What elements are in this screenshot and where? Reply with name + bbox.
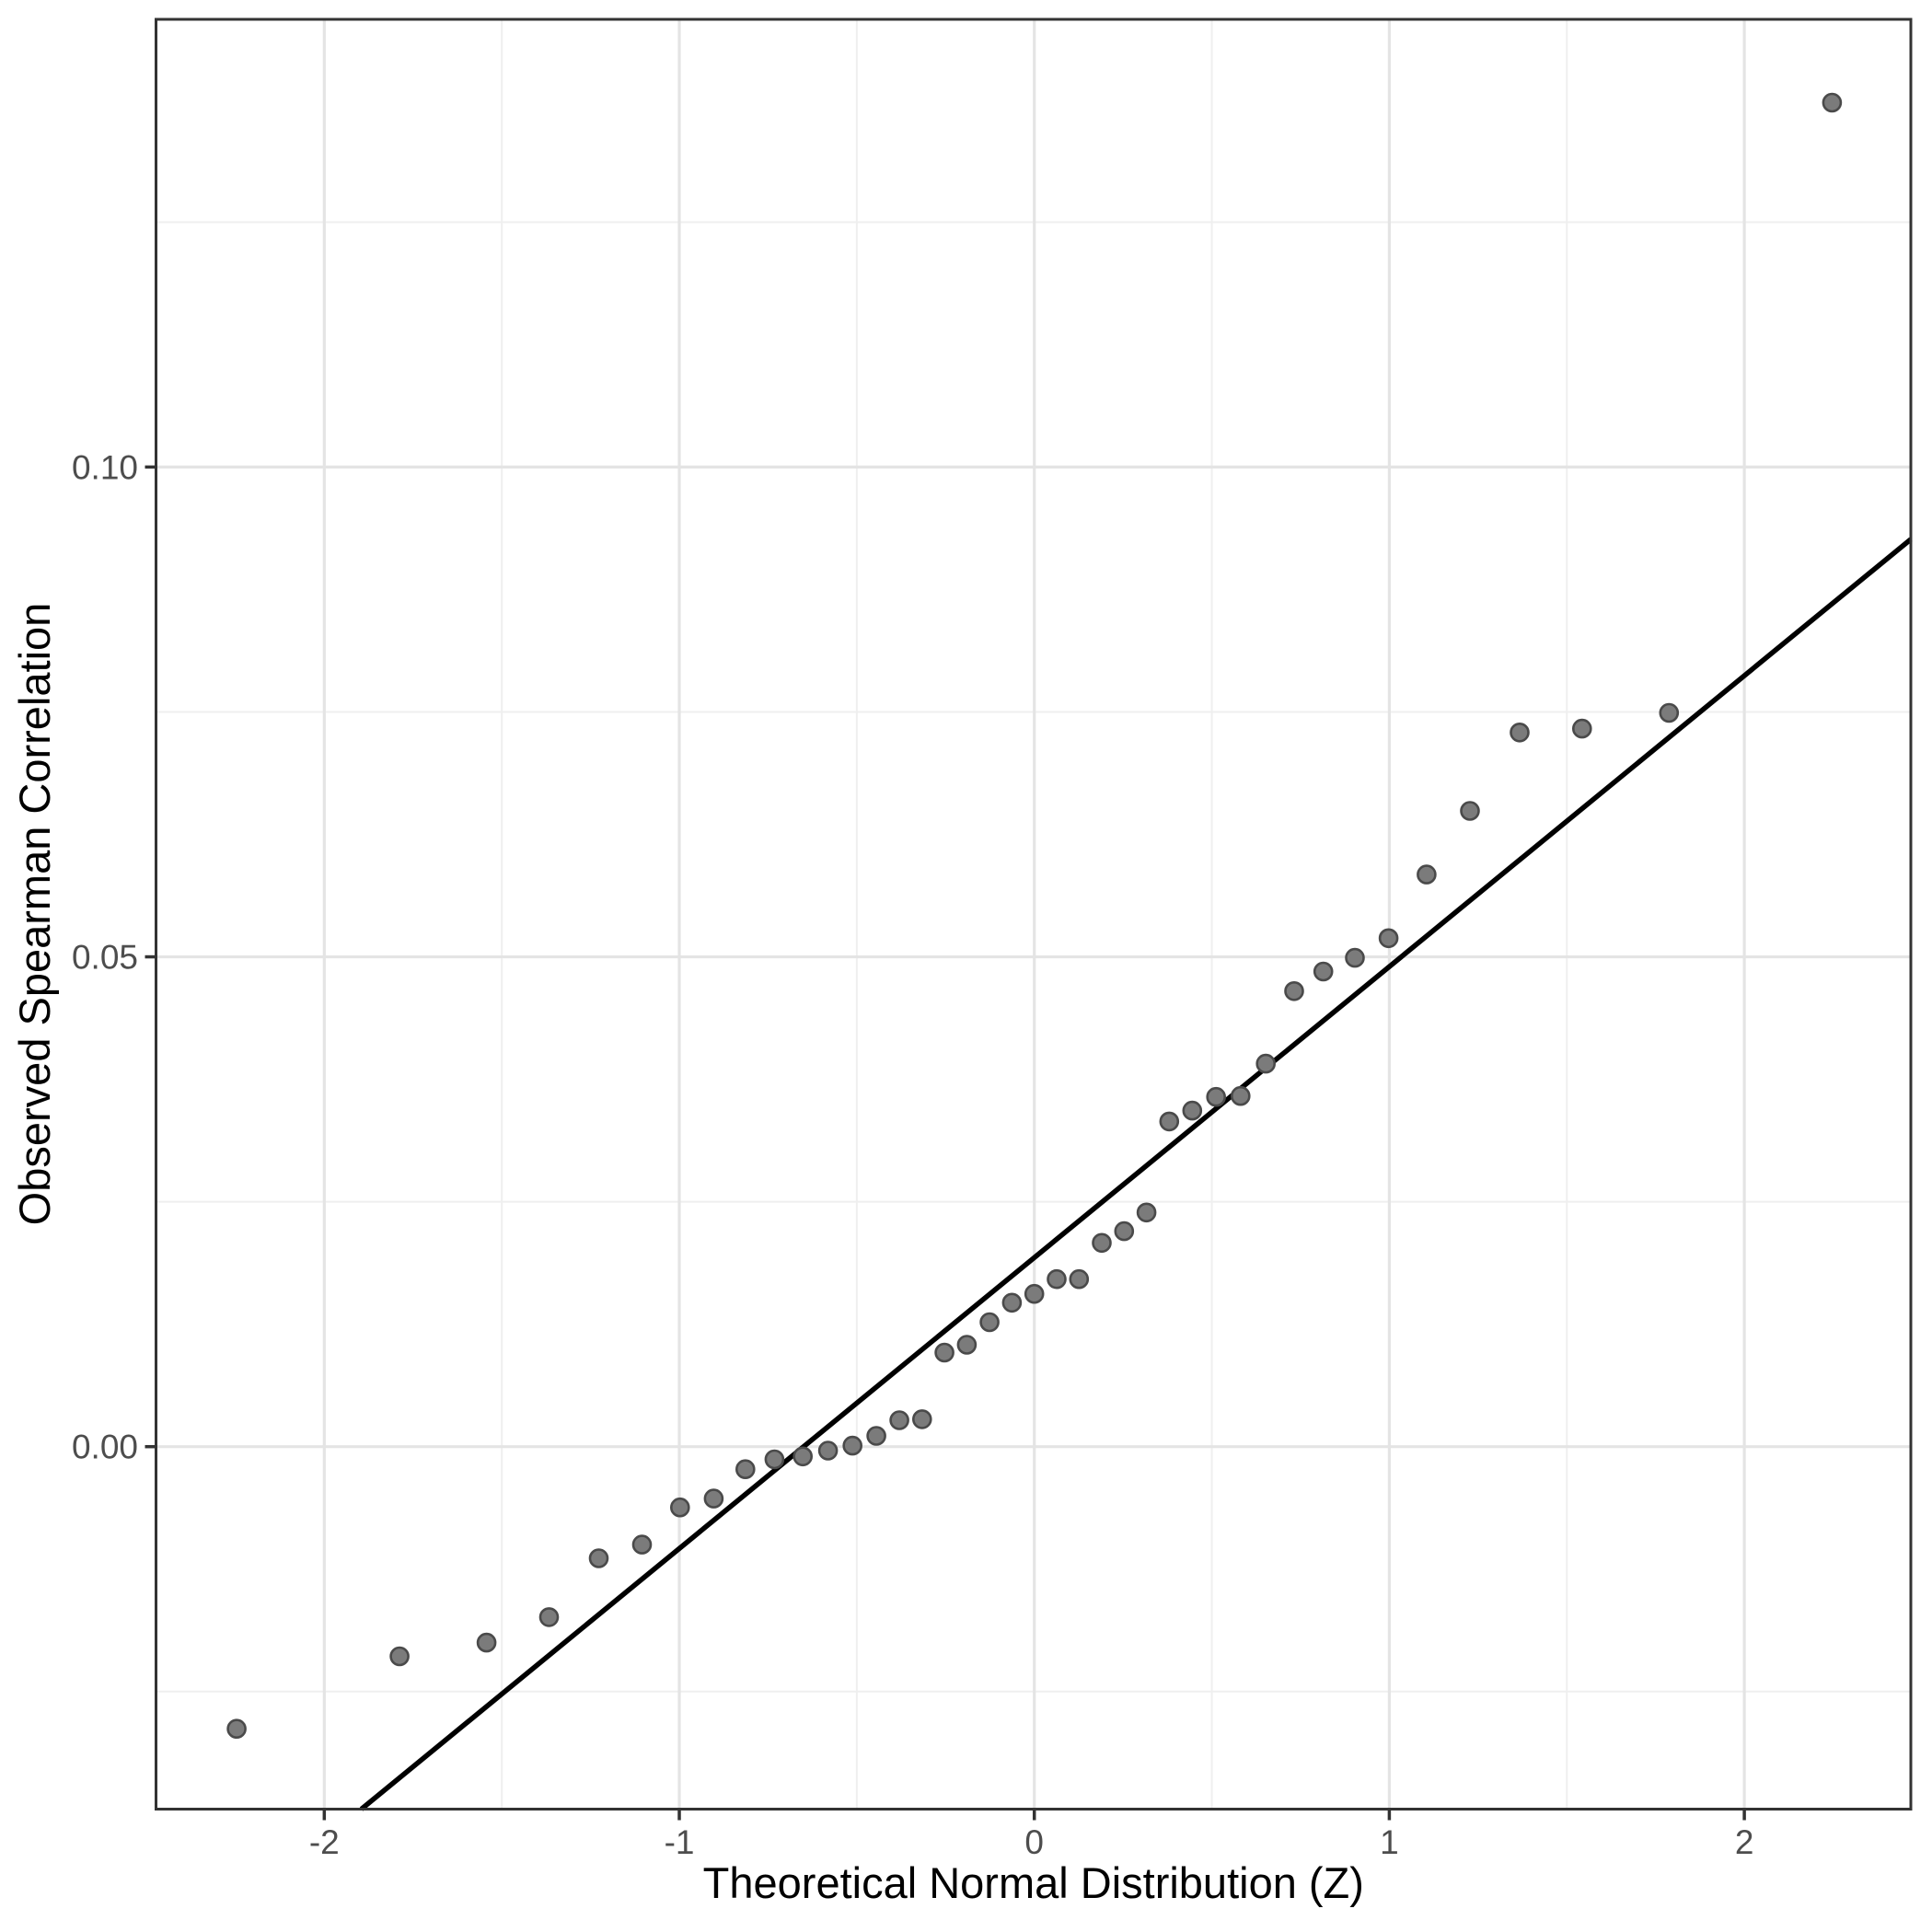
data-point <box>934 1342 954 1363</box>
x-axis-ticks <box>322 1809 1746 1821</box>
data-point <box>1231 1085 1251 1106</box>
x-tick-label: -1 <box>665 1823 695 1861</box>
data-point <box>1460 801 1480 821</box>
x-tick-label: 0 <box>1024 1823 1044 1861</box>
data-point <box>476 1632 497 1653</box>
data-point <box>226 1718 247 1739</box>
data-point <box>1114 1221 1135 1242</box>
data-point <box>1345 947 1365 968</box>
data-point <box>1001 1292 1023 1313</box>
data-point <box>703 1488 724 1509</box>
data-point <box>866 1426 886 1446</box>
data-point <box>1822 92 1843 113</box>
x-tick-label: -2 <box>309 1823 340 1861</box>
data-point <box>1313 961 1334 982</box>
data-point <box>792 1446 814 1467</box>
y-tick-label: 0.10 <box>72 448 138 486</box>
y-tick-label: 0.05 <box>72 939 138 977</box>
y-axis-title: Observed Spearman Correlation <box>10 603 59 1226</box>
data-point <box>389 1646 410 1667</box>
data-point <box>1659 702 1680 723</box>
x-axis-title: Theoretical Normal Distribution (Z) <box>703 1858 1364 1907</box>
data-point <box>956 1335 978 1355</box>
x-tick-label: 1 <box>1380 1823 1399 1861</box>
data-point <box>1510 722 1530 743</box>
data-point <box>911 1409 932 1429</box>
data-point <box>1024 1283 1045 1304</box>
qq-reference-line <box>359 537 1913 1811</box>
x-tick-label: 2 <box>1735 1823 1754 1861</box>
data-point <box>1255 1053 1276 1074</box>
data-point <box>764 1449 785 1470</box>
data-point <box>538 1607 560 1627</box>
data-point <box>669 1497 690 1518</box>
data-point <box>889 1410 909 1430</box>
data-point <box>1069 1268 1090 1290</box>
data-point <box>735 1459 756 1479</box>
scatter-points <box>226 92 1843 1739</box>
data-point <box>842 1435 863 1456</box>
data-point <box>1182 1100 1203 1121</box>
data-point <box>1284 981 1304 1001</box>
y-tick-label: 0.00 <box>72 1429 138 1466</box>
data-point <box>1417 864 1437 885</box>
data-point <box>1378 928 1399 949</box>
data-point <box>1206 1086 1226 1107</box>
data-point <box>1047 1268 1067 1290</box>
data-point <box>588 1548 609 1568</box>
data-point <box>817 1440 839 1461</box>
y-axis-ticks <box>145 465 156 1449</box>
data-point <box>1136 1202 1157 1223</box>
y-axis-tick-labels: 0.00 0.05 0.10 <box>72 448 138 1465</box>
data-point <box>1159 1111 1180 1132</box>
data-point <box>631 1534 653 1555</box>
data-point <box>979 1312 1000 1333</box>
data-point <box>1092 1232 1112 1254</box>
data-point <box>1572 718 1592 739</box>
x-axis-tick-labels: -2 -1 0 1 2 <box>309 1823 1754 1861</box>
